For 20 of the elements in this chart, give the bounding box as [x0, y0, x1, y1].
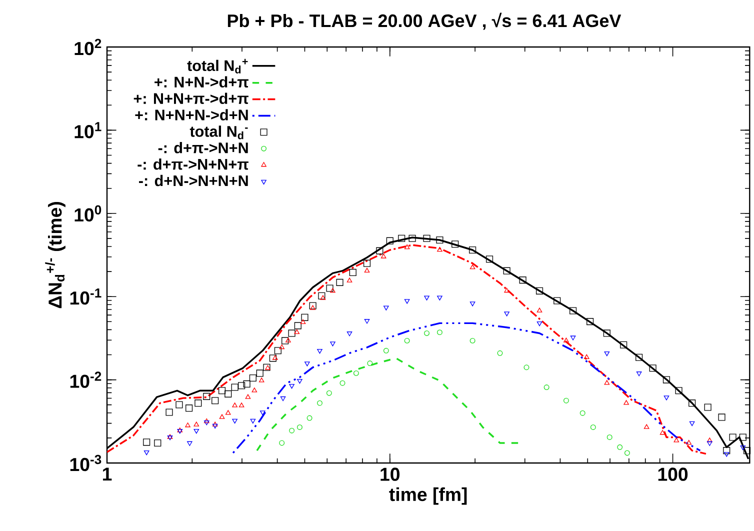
x-tick-label: 1	[102, 468, 112, 481]
legend-label: +: N+N->d+π	[154, 76, 248, 88]
y-axis-title: ΔN$_{d}$$^{+/-}$ (time)	[45, 202, 66, 308]
y-tick-label: 10$^{-2}$	[70, 372, 102, 388]
x-tick-label: 10	[380, 468, 400, 481]
x-tick-label: 100	[658, 468, 688, 481]
legend-label: -: d+π->N+N	[158, 142, 248, 154]
y-tick-label: 10$^{-3}$	[70, 454, 102, 472]
x-axis-title: time [fm]	[389, 487, 467, 505]
legend-label: +: N+N+N->d+N	[135, 109, 248, 120]
legend-label: -: d+N->N+N+N	[139, 174, 248, 186]
legend-label: -: d+π->N+N+π	[138, 158, 248, 170]
y-tick-label: 10$^{1}$	[74, 122, 102, 138]
legend-label: total N$_{d}$+	[187, 58, 248, 74]
chart-title: Pb + Pb - TLAB = 20.00 AGeV , √s = 6.41 AGeV	[228, 12, 622, 30]
legend-label: total N$_{d}$-	[190, 126, 248, 140]
y-tick-label: 10$^{-1}$	[70, 288, 102, 305]
y-tick-label: 10$^{0}$	[74, 205, 102, 222]
y-tick-label: 10$^{2}$	[74, 38, 102, 56]
legend-label: +: N+N+π->d+π	[134, 92, 248, 104]
